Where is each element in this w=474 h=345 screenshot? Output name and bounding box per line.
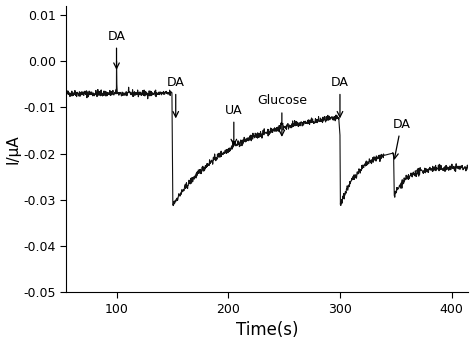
Text: Glucose: Glucose — [257, 95, 307, 136]
Text: DA: DA — [331, 76, 349, 117]
Text: DA: DA — [167, 76, 185, 117]
Text: DA: DA — [392, 118, 410, 159]
Y-axis label: I/μA: I/μA — [6, 134, 20, 164]
Text: UA: UA — [225, 104, 243, 145]
X-axis label: Time(s): Time(s) — [236, 322, 299, 339]
Text: DA: DA — [108, 30, 126, 69]
